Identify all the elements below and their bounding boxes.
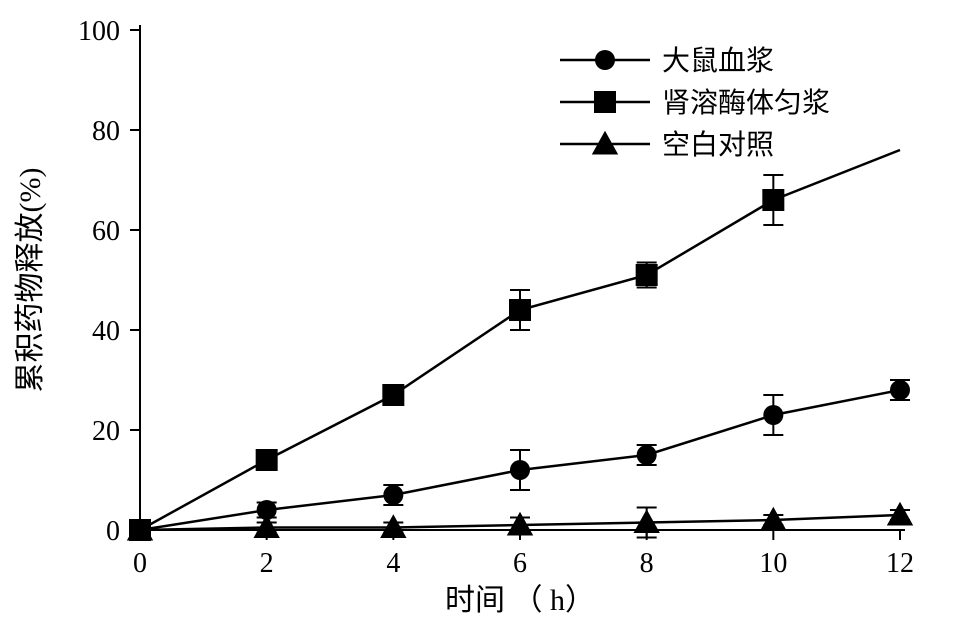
y-tick-label: 20	[92, 416, 120, 447]
y-tick-label: 0	[106, 516, 120, 547]
x-tick-label: 0	[133, 548, 147, 579]
chart-container: 0 20 40 60 80 100 0 2 4 6 8 10 12 累积药物释放(%) 时间 （ h） 大鼠血…	[0, 0, 958, 636]
legend-label: 大鼠血浆	[662, 45, 774, 77]
drug-release-chart: 0 20 40 60 80 100 0 2 4 6 8 10 12 累积药物释放(%) 时间 （ h） 大鼠血…	[0, 0, 958, 636]
y-tick-label: 60	[92, 216, 120, 247]
y-tick-label: 80	[92, 116, 120, 147]
legend-label: 肾溶酶体匀浆	[662, 87, 830, 119]
y-tick-label: 40	[92, 316, 120, 347]
x-tick-label: 4	[386, 548, 400, 579]
legend-label: 空白对照	[662, 129, 774, 161]
x-tick-label: 12	[886, 548, 914, 579]
x-tick-label: 10	[759, 548, 787, 579]
x-axis-title: 时间 （ h）	[445, 584, 595, 617]
x-tick-label: 8	[640, 548, 654, 579]
x-tick-label: 6	[513, 548, 527, 579]
x-tick-label: 2	[260, 548, 274, 579]
y-axis-title: 累积药物释放(%)	[14, 168, 47, 393]
y-tick-label: 100	[78, 16, 120, 47]
